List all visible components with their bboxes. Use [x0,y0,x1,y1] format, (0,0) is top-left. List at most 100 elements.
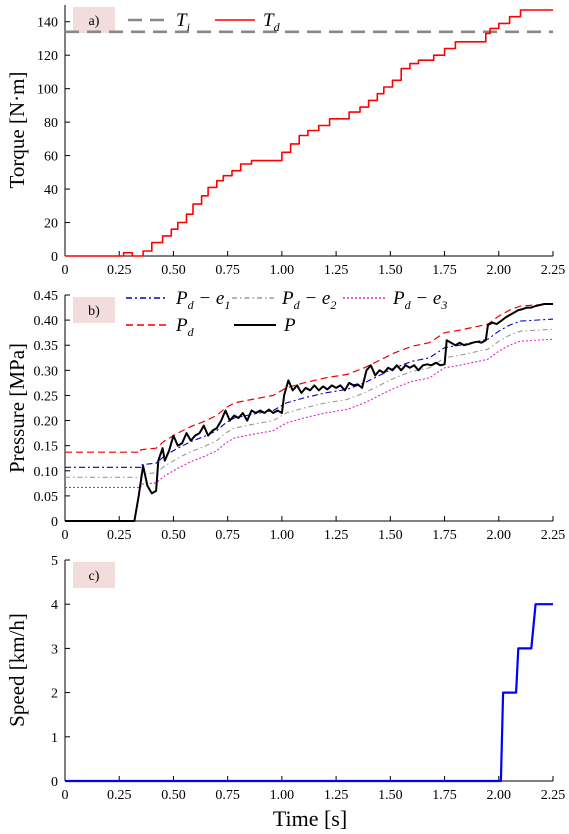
series-line-Pd_e2 [65,328,554,478]
panel-tag-box [73,297,115,323]
x-tick-label: 1.75 [432,263,457,278]
y-tick-label: 80 [44,116,58,131]
x-tick-label: 2.25 [541,788,566,803]
panel-tag-box [73,562,115,588]
legend-subscript: d [405,298,412,312]
x-tick-label: 0.50 [161,788,186,803]
legend-subscript: d [274,20,281,34]
legend-subscript: d [188,325,195,339]
y-tick-label: 0.25 [34,389,59,404]
legend-tail-subscript: 1 [224,298,230,312]
y-axis-label: Speed [km/h] [5,613,29,727]
legend-symbol: T [176,10,188,31]
legend-subscript: d [294,298,301,312]
y-tick-label: 5 [51,554,58,569]
x-tick-label: 1.25 [324,263,349,278]
x-tick-label: 1.25 [324,788,349,803]
y-tick-label: 4 [51,598,58,613]
panel-tag: b) [88,304,100,319]
y-tick-label: 40 [44,183,58,198]
x-tick-label: 1.75 [432,528,457,543]
x-tick-label: 1.50 [378,788,403,803]
x-tick-label: 0 [62,788,69,803]
legend-label-Pd: Pd [175,315,195,339]
series-line-Pd [65,303,554,453]
pressure-panel: 0 0.25 0.50 0.75 1.00 1.25 1.50 1.75 2.00 2.25 0 0.… [5,288,565,543]
y-tick-label: 120 [37,49,58,64]
x-tick-label: 2.25 [541,528,566,543]
x-tick-label: 1.75 [432,788,457,803]
y-tick-label: 60 [44,150,58,165]
x-tick-label: 2.00 [487,788,512,803]
y-tick-label: 100 [37,83,58,98]
legend-tail: − e [411,288,442,309]
x-tick-label: 1.00 [270,788,295,803]
x-tick-label: 1.50 [378,263,403,278]
time-axis-label: Time [s] [273,806,347,831]
y-tick-label: 0.40 [34,314,59,329]
x-tick-label: 2.00 [487,528,512,543]
x-tick-label: 0.75 [215,788,240,803]
series-line-Pd_e3 [65,338,554,488]
x-tick-label: 0.50 [161,528,186,543]
x-tick-label: 0.25 [107,263,132,278]
legend-label-Pd_e1: Pd − e1 [175,288,230,312]
legend-symbol: P [392,288,405,309]
y-tick-label: 0.20 [34,415,59,430]
series-line-P [65,303,553,522]
series-line-Pd_e1 [65,318,554,468]
legend-label-P: P [283,315,296,336]
y-tick-label: 0.35 [34,339,59,354]
legend-tail: − e [194,288,225,309]
y-axis-label: Torque [N·m] [5,72,29,189]
y-tick-label: 20 [44,217,58,232]
legend-label-Pd_e3: Pd − e3 [392,288,447,312]
x-tick-label: 2.00 [487,263,512,278]
x-tick-label: 1.00 [270,263,295,278]
x-tick-label: 0.25 [107,788,132,803]
x-tick-label: 2.25 [541,263,566,278]
legend-symbol: P [175,315,188,336]
panel-tag: c) [89,569,100,584]
y-axis-label: Pressure [MPa] [5,343,29,473]
y-tick-label: 0.10 [34,465,59,480]
x-tick-label: 0.50 [161,263,186,278]
y-tick-label: 1 [51,731,58,746]
legend-label-Ti: Ti [176,10,190,34]
torque-panel: 0 0.25 0.50 0.75 1.00 1.25 1.50 1.75 2.00 2.25 0 20… [5,5,565,278]
x-tick-label: 0.25 [107,528,132,543]
series-line-v [65,603,553,783]
legend-tail: − e [300,288,331,309]
x-tick-label: 1.25 [324,528,349,543]
legend-symbol: P [281,288,294,309]
x-tick-label: 1.00 [270,528,295,543]
x-tick-label: 0 [62,528,69,543]
panel-tag: a) [89,14,100,29]
legend-label-Td: Td [263,10,281,34]
y-tick-label: 2 [51,687,58,702]
legend-tail-subscript: 3 [440,298,447,312]
y-tick-label: 0 [51,250,58,265]
legend-subscript: d [188,298,195,312]
legend-symbol: T [263,10,275,31]
legend-tail-subscript: 2 [330,298,336,312]
legend-symbol: P [283,315,296,336]
x-tick-label: 0 [62,263,69,278]
y-tick-label: 0.15 [34,440,59,455]
x-tick-label: 0.75 [215,263,240,278]
x-tick-label: 1.50 [378,528,403,543]
legend-symbol: P [175,288,188,309]
y-tick-label: 0.30 [34,364,59,379]
legend-subscript: i [187,20,190,34]
speed-panel: 0 0.25 0.50 0.75 1.00 1.25 1.50 1.75 2.00 2.25 0 1 2… [5,554,565,803]
x-tick-label: 0.75 [215,528,240,543]
series-line-Td [65,9,553,257]
y-tick-label: 0 [51,515,58,530]
y-tick-label: 0.45 [34,289,59,304]
panel-tag-box [73,7,115,33]
y-tick-label: 140 [37,16,58,31]
y-tick-label: 0.05 [34,490,59,505]
y-tick-label: 3 [51,642,58,657]
y-tick-label: 0 [51,775,58,790]
